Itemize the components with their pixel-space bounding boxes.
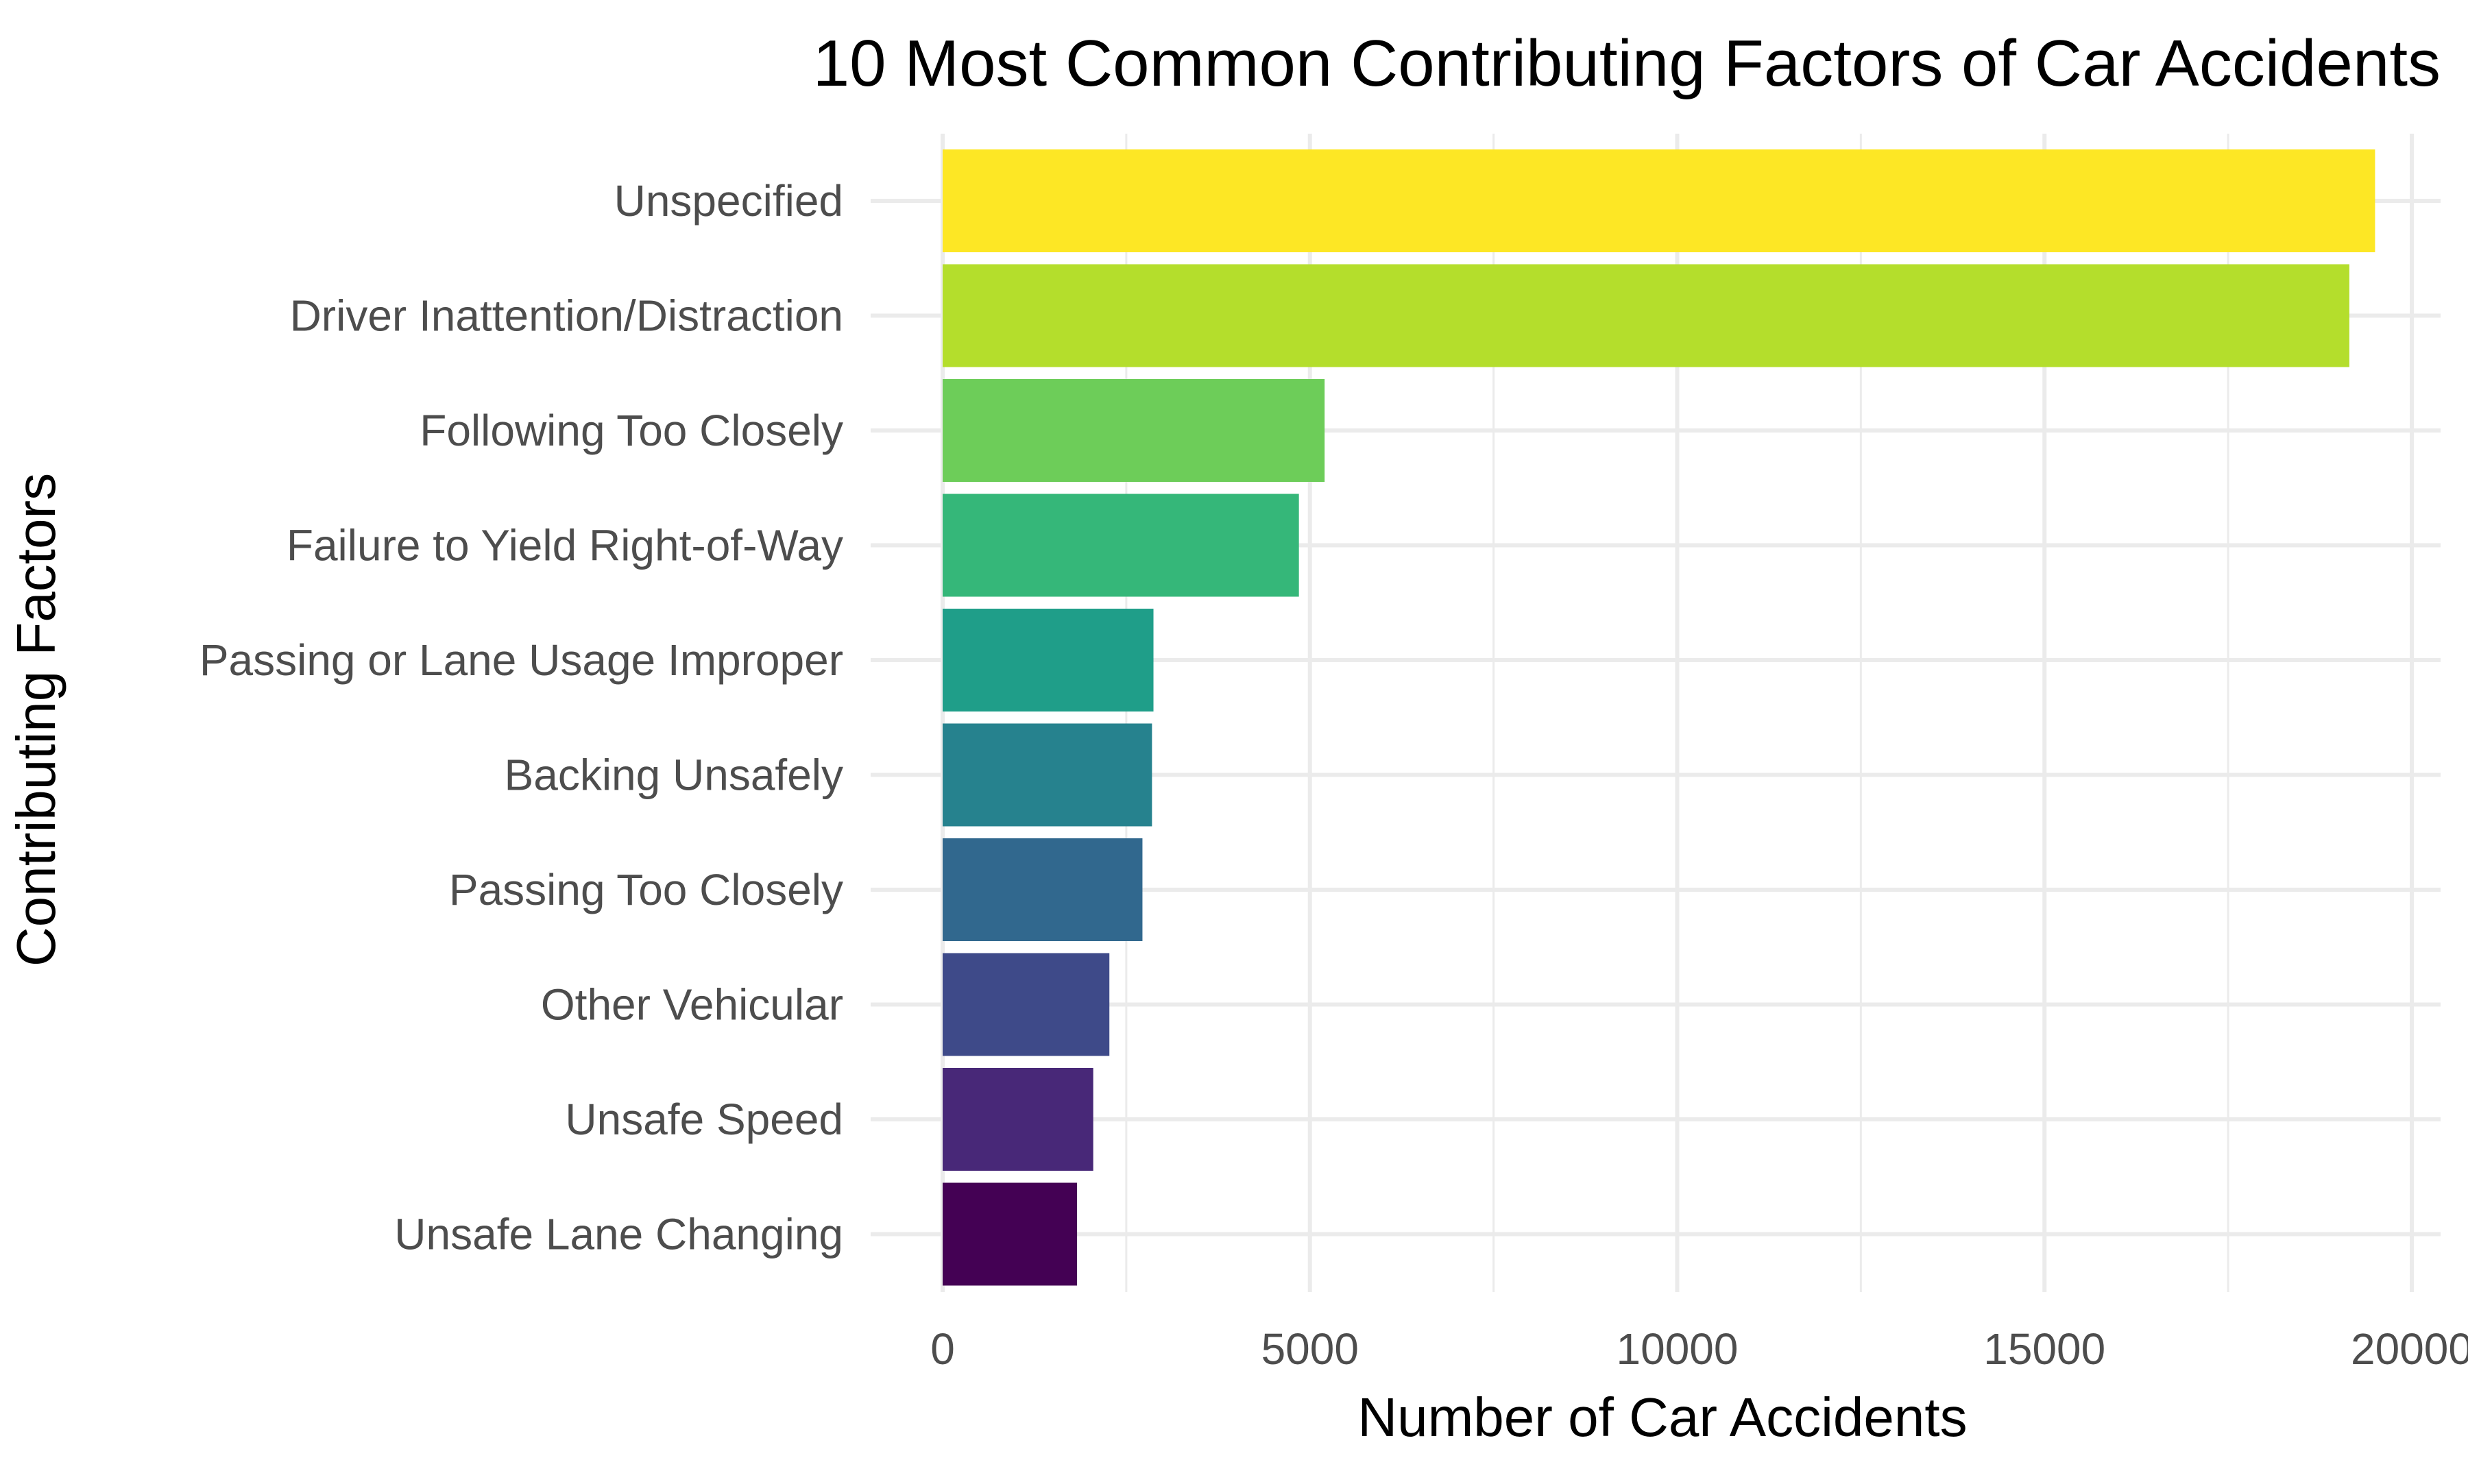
y-tick-label: Passing Too Closely xyxy=(449,865,843,914)
bar xyxy=(943,494,1299,597)
x-tick-label: 15000 xyxy=(1983,1324,2105,1374)
bar xyxy=(943,838,1143,941)
bar xyxy=(943,264,2349,367)
x-tick-label: 10000 xyxy=(1617,1324,1739,1374)
bar xyxy=(943,609,1154,711)
bar xyxy=(943,1068,1093,1171)
bar xyxy=(943,379,1325,482)
y-tick-label: Unspecified xyxy=(614,176,843,226)
y-tick-label: Unsafe Speed xyxy=(565,1095,843,1144)
bar xyxy=(943,1182,1078,1286)
y-tick-label: Passing or Lane Usage Improper xyxy=(199,635,843,685)
y-tick-label: Other Vehicular xyxy=(541,980,843,1030)
bar xyxy=(943,723,1152,827)
chart-title: 10 Most Common Contributing Factors of C… xyxy=(813,27,2441,100)
y-tick-label: Driver Inattention/Distraction xyxy=(290,291,843,341)
y-tick-label: Backing Unsafely xyxy=(505,751,843,800)
bars xyxy=(943,149,2375,1286)
y-axis-title: Contributing Factors xyxy=(5,473,66,966)
y-tick-label: Following Too Closely xyxy=(420,406,843,455)
x-tick-label: 0 xyxy=(930,1324,955,1374)
y-tick-label: Failure to Yield Right-of-Way xyxy=(287,521,843,570)
y-tick-labels: Unspecified Driver Inattention/Distractio… xyxy=(199,176,843,1259)
x-tick-label: 20000 xyxy=(2351,1324,2468,1374)
x-axis-title: Number of Car Accidents xyxy=(1357,1387,1967,1448)
x-tick-labels: 0 5000 10000 15000 20000 xyxy=(930,1324,2468,1374)
x-tick-label: 5000 xyxy=(1261,1324,1359,1374)
bar xyxy=(943,149,2375,252)
bar xyxy=(943,953,1110,1056)
y-tick-label: Unsafe Lane Changing xyxy=(394,1210,843,1259)
